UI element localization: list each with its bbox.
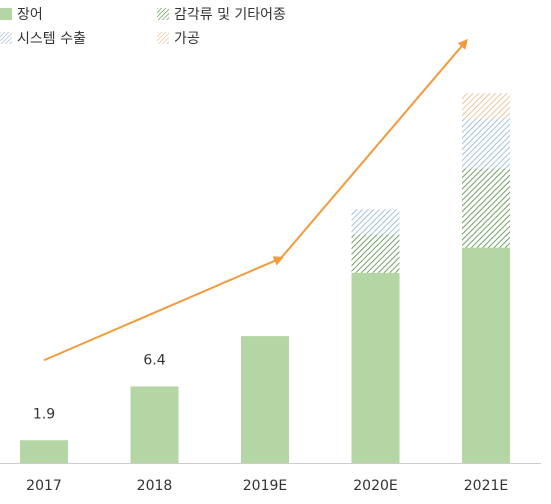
legend-swatch-eel <box>0 8 12 20</box>
x-tick-label-2020E: 2020E <box>353 478 397 494</box>
bar-2021E-series-3 <box>462 93 510 119</box>
x-tick-label-2018: 2018 <box>137 478 173 494</box>
legend-swatch-system-export <box>0 32 12 44</box>
legend-item-system-export: 시스템 수출 <box>0 28 86 48</box>
bar-2021E-series-0 <box>462 247 510 463</box>
legend-label-eel: 장어 <box>17 7 43 23</box>
legend-item-processing: 가공 <box>157 28 200 48</box>
trend-arrow-segment-2 <box>280 38 468 259</box>
data-label-2017: 1.9 <box>33 406 55 422</box>
bar-2017-series-0 <box>20 440 68 463</box>
legend-swatch-processing <box>157 32 169 44</box>
chart-legend: 장어 감각류 및 기타어종 시스템 수출 가공 <box>0 0 551 52</box>
data-label-2018: 6.4 <box>143 352 165 368</box>
bar-2021E-series-2 <box>462 118 510 169</box>
legend-item-eel: 장어 <box>0 4 43 24</box>
x-tick-label-2019E: 2019E <box>243 478 287 494</box>
legend-item-crustacean: 감각류 및 기타어종 <box>157 4 286 24</box>
x-tick-label-2017: 2017 <box>26 478 62 494</box>
legend-label-processing: 가공 <box>174 31 200 47</box>
bar-2020E-series-1 <box>351 234 400 273</box>
bar-2018-series-0 <box>130 386 179 463</box>
legend-swatch-crustacean <box>157 8 169 20</box>
bar-2020E-series-2 <box>351 209 400 235</box>
x-tick-label-2021E: 2021E <box>464 478 508 494</box>
bar-2020E-series-0 <box>351 272 400 463</box>
legend-label-system-export: 시스템 수출 <box>17 31 86 47</box>
bar-2019E-series-0 <box>241 336 289 463</box>
bar-2021E-series-1 <box>462 168 510 248</box>
trend-arrow-segment-1 <box>43 256 284 362</box>
legend-label-crustacean: 감각류 및 기타어종 <box>174 7 286 23</box>
